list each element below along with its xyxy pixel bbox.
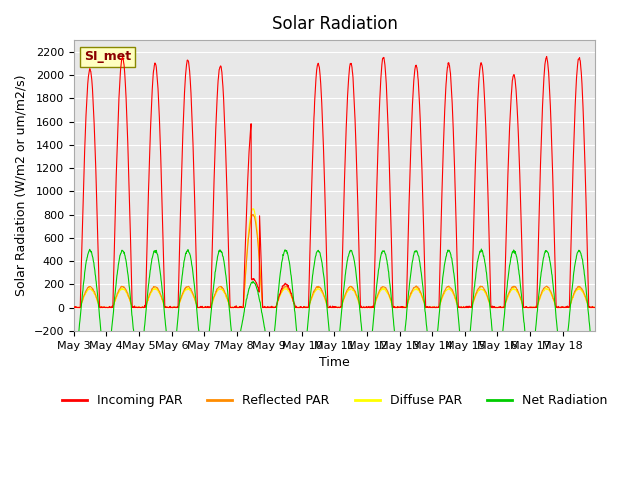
Text: SI_met: SI_met — [84, 50, 131, 63]
X-axis label: Time: Time — [319, 356, 350, 369]
Y-axis label: Solar Radiation (W/m2 or um/m2/s): Solar Radiation (W/m2 or um/m2/s) — [15, 75, 28, 296]
Title: Solar Radiation: Solar Radiation — [271, 15, 397, 33]
Legend: Incoming PAR, Reflected PAR, Diffuse PAR, Net Radiation: Incoming PAR, Reflected PAR, Diffuse PAR… — [57, 389, 612, 412]
